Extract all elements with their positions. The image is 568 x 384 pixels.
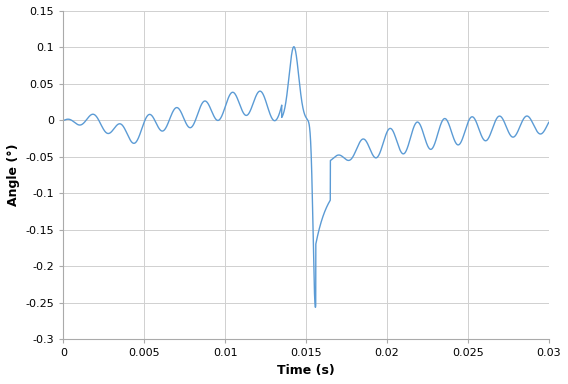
X-axis label: Time (s): Time (s) [277, 364, 335, 377]
Y-axis label: Angle (°): Angle (°) [7, 144, 20, 207]
